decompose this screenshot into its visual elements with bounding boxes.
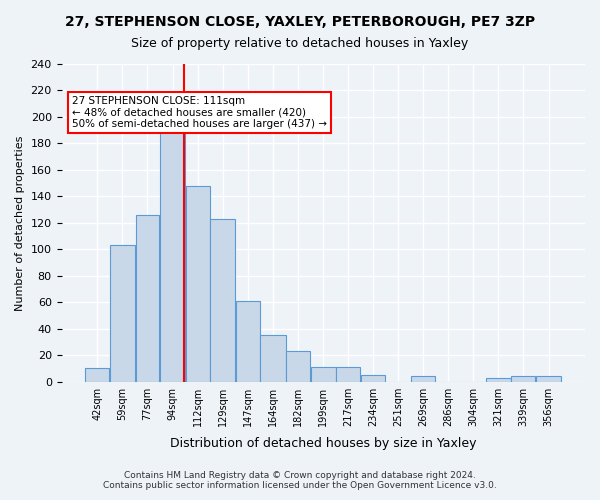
Bar bbox=[85, 368, 109, 382]
Text: 27, STEPHENSON CLOSE, YAXLEY, PETERBOROUGH, PE7 3ZP: 27, STEPHENSON CLOSE, YAXLEY, PETERBOROU… bbox=[65, 15, 535, 29]
Bar bbox=[311, 367, 336, 382]
Bar bbox=[286, 351, 310, 382]
Bar bbox=[136, 215, 160, 382]
Bar bbox=[511, 376, 535, 382]
Bar bbox=[236, 301, 260, 382]
Bar bbox=[110, 246, 135, 382]
Text: Contains HM Land Registry data © Crown copyright and database right 2024.
Contai: Contains HM Land Registry data © Crown c… bbox=[103, 470, 497, 490]
Bar bbox=[536, 376, 561, 382]
Bar bbox=[411, 376, 435, 382]
Bar bbox=[160, 117, 185, 382]
Bar bbox=[485, 378, 511, 382]
Bar bbox=[260, 336, 286, 382]
Y-axis label: Number of detached properties: Number of detached properties bbox=[15, 135, 25, 310]
Bar bbox=[361, 375, 385, 382]
X-axis label: Distribution of detached houses by size in Yaxley: Distribution of detached houses by size … bbox=[170, 437, 476, 450]
Text: Size of property relative to detached houses in Yaxley: Size of property relative to detached ho… bbox=[131, 38, 469, 51]
Bar bbox=[337, 367, 361, 382]
Text: 27 STEPHENSON CLOSE: 111sqm
← 48% of detached houses are smaller (420)
50% of se: 27 STEPHENSON CLOSE: 111sqm ← 48% of det… bbox=[72, 96, 327, 129]
Bar bbox=[186, 186, 209, 382]
Bar bbox=[210, 219, 235, 382]
